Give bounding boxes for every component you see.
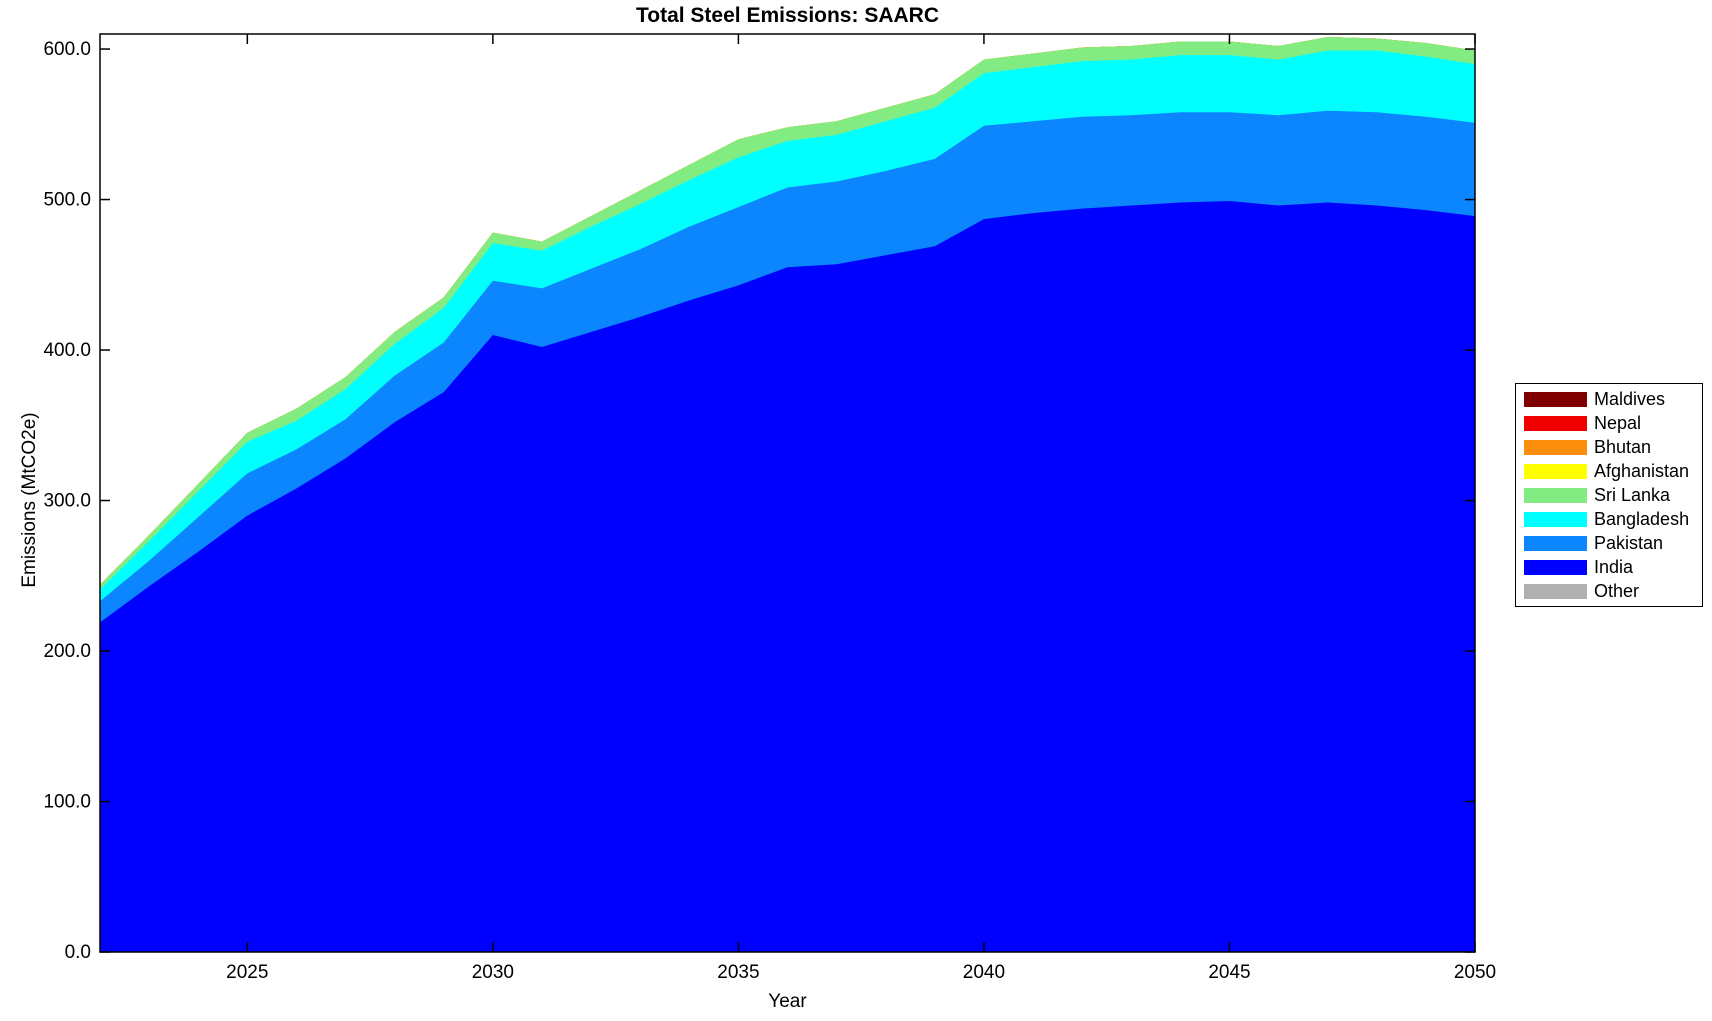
legend-label-maldives: Maldives xyxy=(1594,389,1666,409)
legend-label-bangladesh: Bangladesh xyxy=(1594,509,1690,529)
x-axis-label: Year xyxy=(768,991,807,1012)
legend-item-bhutan: Bhutan xyxy=(1516,435,1702,459)
legend-swatch-nepal xyxy=(1524,415,1587,431)
legend-swatch-india xyxy=(1524,559,1587,575)
legend-item-bangladesh: Bangladesh xyxy=(1516,507,1702,531)
x-tick-label: 2040 xyxy=(963,962,1005,983)
legend-item-maldives: Maldives xyxy=(1516,387,1702,411)
chart-legend: Maldives Nepal Bhutan Afghanistan Sri Lanka B… xyxy=(1515,383,1703,607)
legend-item-india: India xyxy=(1516,555,1702,579)
legend-swatch-sri-lanka xyxy=(1524,487,1587,503)
y-tick-label: 200.0 xyxy=(43,641,91,662)
legend-swatch-afghanistan xyxy=(1524,463,1587,479)
y-tick-label: 500.0 xyxy=(43,190,91,211)
x-tick-label: 2030 xyxy=(472,962,514,983)
legend-item-pakistan: Pakistan xyxy=(1516,531,1702,555)
area-india xyxy=(100,201,1475,952)
legend-label-nepal: Nepal xyxy=(1594,413,1642,433)
legend-label-sri-lanka: Sri Lanka xyxy=(1594,485,1671,505)
chart-title: Total Steel Emissions: SAARC xyxy=(635,4,939,27)
legend-swatch-pakistan xyxy=(1524,535,1587,551)
legend-label-india: India xyxy=(1594,557,1634,577)
legend-swatch-bhutan xyxy=(1524,439,1587,455)
legend-swatch-bangladesh xyxy=(1524,511,1587,527)
legend-swatch-other xyxy=(1524,583,1587,599)
legend-label-bhutan: Bhutan xyxy=(1594,437,1652,457)
y-tick-label: 0.0 xyxy=(65,942,91,963)
legend-label-other: Other xyxy=(1594,581,1640,601)
y-tick-label: 400.0 xyxy=(43,340,91,361)
legend-swatch-maldives xyxy=(1524,391,1587,407)
x-tick-label: 2050 xyxy=(1454,962,1496,983)
x-tick-label: 2045 xyxy=(1208,962,1250,983)
y-axis-label: Emissions (MtCO2e) xyxy=(19,412,40,588)
x-tick-label: 2025 xyxy=(226,962,268,983)
y-tick-label: 300.0 xyxy=(43,491,91,512)
plot-border xyxy=(99,33,1476,953)
legend-label-pakistan: Pakistan xyxy=(1594,533,1664,553)
legend-item-sri-lanka: Sri Lanka xyxy=(1516,483,1702,507)
y-tick-label: 600.0 xyxy=(43,39,91,60)
legend-label-afghanistan: Afghanistan xyxy=(1594,461,1690,481)
y-tick-label: 100.0 xyxy=(43,792,91,813)
legend-item-nepal: Nepal xyxy=(1516,411,1702,435)
x-tick-label: 2035 xyxy=(717,962,759,983)
legend-item-other: Other xyxy=(1516,579,1702,603)
legend-item-afghanistan: Afghanistan xyxy=(1516,459,1702,483)
